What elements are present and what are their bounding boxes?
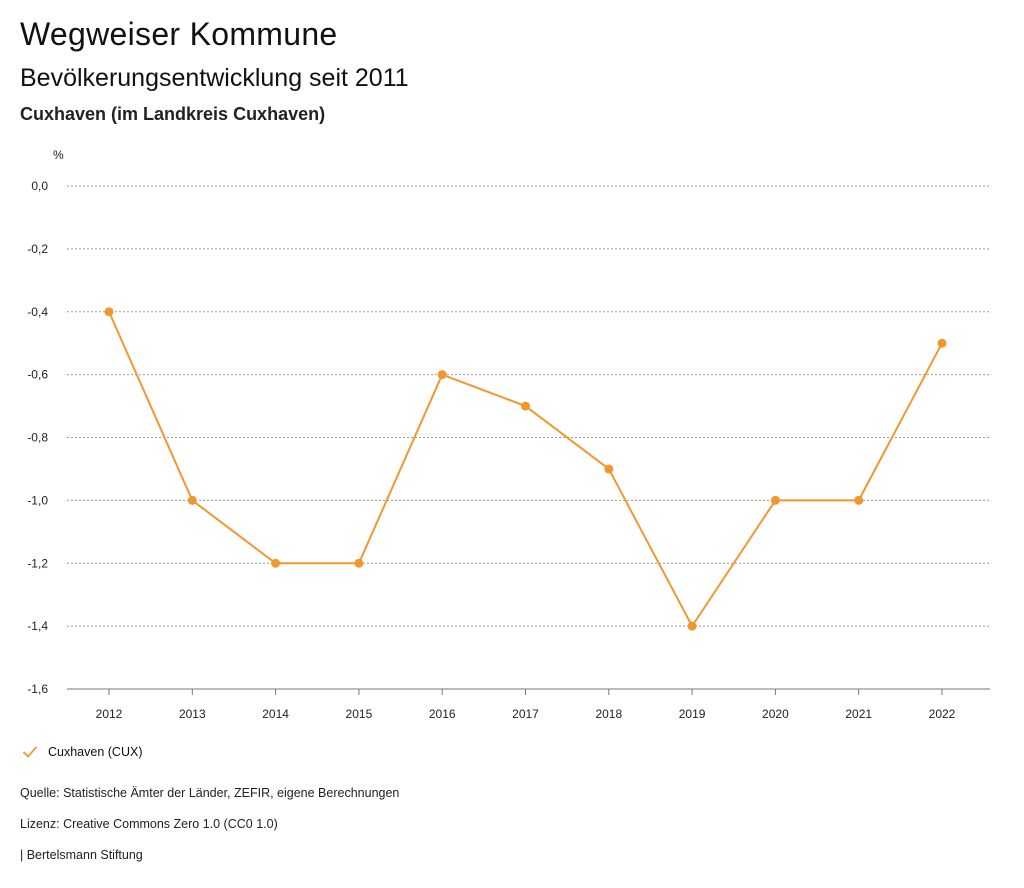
y-axis-unit-label: %	[53, 148, 64, 162]
y-tick-label: -0,6	[27, 368, 48, 382]
x-tick-label: 2016	[429, 707, 456, 721]
y-tick-label: -0,4	[27, 305, 48, 319]
x-tick-label: 2017	[512, 707, 539, 721]
y-tick-label: -1,6	[27, 682, 48, 696]
data-point[interactable]	[521, 401, 530, 411]
x-tick-label: 2021	[845, 707, 872, 721]
x-tick-label: 2022	[929, 707, 956, 721]
x-tick-label: 2019	[679, 707, 706, 721]
series-line	[108, 311, 943, 628]
legend-item-cuxhaven[interactable]: Cuxhaven (CUX)	[22, 744, 142, 760]
data-point[interactable]	[187, 495, 197, 505]
x-tick-labels: 2012 2013 2014 2015 2016 2017 2018 2019 2020 2021…	[96, 689, 956, 721]
x-tick-label: 2018	[595, 707, 622, 721]
publisher-note: | Bertelsmann Stiftung	[20, 848, 143, 862]
y-tick-label: -0,2	[27, 242, 48, 256]
y-tick-label: -1,4	[27, 619, 48, 633]
license-note: Lizenz: Creative Commons Zero 1.0 (CC0 1…	[20, 817, 278, 831]
region-label: Cuxhaven (im Landkreis Cuxhaven)	[20, 104, 326, 124]
data-point[interactable]	[687, 621, 697, 631]
source-note: Quelle: Statistische Ämter der Länder, Z…	[20, 786, 400, 800]
data-point[interactable]	[604, 464, 614, 474]
grid-layer	[67, 185, 990, 690]
y-tick-labels: 0,0 -0,2 -0,4 -0,6 -0,8 -1,0 -1,2 -1,4 -1,6	[27, 179, 48, 696]
y-tick-label: -0,8	[27, 431, 48, 445]
data-point[interactable]	[271, 558, 281, 568]
y-tick-label: 0,0	[31, 179, 48, 193]
x-tick-label: 2012	[96, 707, 123, 721]
data-point[interactable]	[354, 558, 364, 568]
y-tick-label: -1,0	[27, 493, 48, 507]
page-title: Wegweiser Kommune	[20, 16, 338, 52]
x-tick-label: 2013	[179, 707, 206, 721]
legend-label: Cuxhaven (CUX)	[48, 745, 143, 759]
y-tick-label: -1,2	[27, 556, 48, 570]
x-tick-label: 2014	[262, 707, 289, 721]
x-tick-label: 2020	[762, 707, 789, 721]
data-point[interactable]	[770, 495, 780, 505]
checkmark-icon	[23, 746, 37, 758]
data-point[interactable]	[437, 370, 447, 380]
data-point[interactable]	[854, 495, 864, 505]
chart-subtitle: Bevölkerungsentwicklung seit 2011	[20, 64, 409, 92]
series-layer	[104, 307, 947, 631]
line-chart: % 0,0 -0,2 -0,4 -0,6 -0,8 -1,0 -1,2 -1,4 -1,6 20…	[27, 148, 990, 721]
data-point[interactable]	[104, 307, 114, 317]
data-point[interactable]	[937, 338, 947, 348]
x-tick-label: 2015	[346, 707, 373, 721]
